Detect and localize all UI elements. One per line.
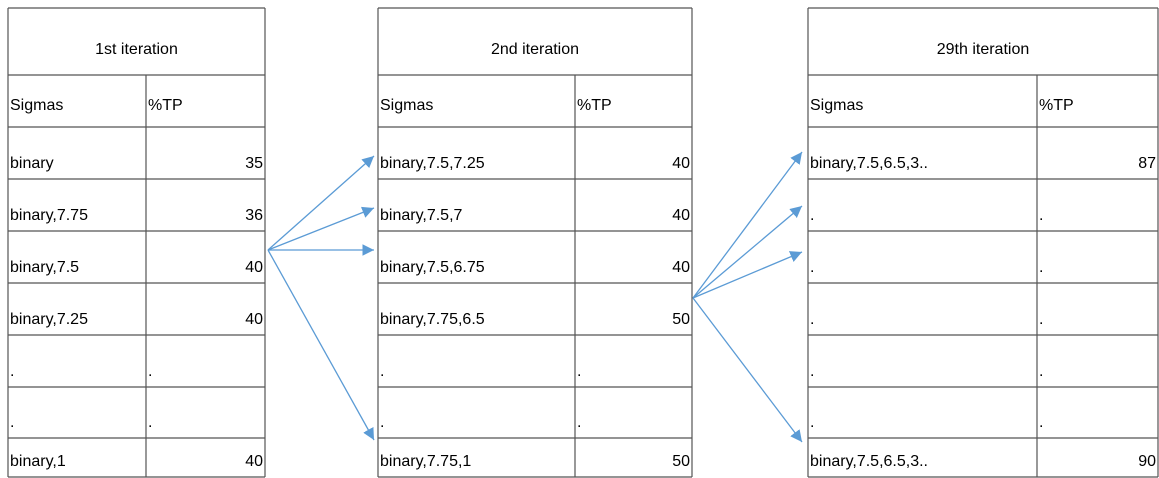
arrow (267, 206, 375, 251)
table-title: 1st iteration (95, 41, 178, 58)
cell-text: . (577, 414, 581, 431)
cell-text: binary,7.5,7 (380, 207, 463, 224)
cell-number: 50 (672, 311, 690, 328)
cell-text: . (1039, 414, 1043, 431)
cell-text: binary,7.75,6.5 (380, 311, 485, 328)
cell-text: . (810, 259, 814, 276)
arrow (692, 205, 803, 299)
column-header: %TP (577, 97, 612, 114)
cell-text: . (1039, 207, 1043, 224)
arrows (267, 151, 803, 443)
cell-text: . (380, 414, 384, 431)
cell-text: . (148, 363, 152, 380)
cell-text: . (1039, 311, 1043, 328)
cell-number: 36 (245, 207, 263, 224)
cell-text: . (810, 207, 814, 224)
cell-number: 40 (245, 259, 263, 276)
arrow (692, 297, 803, 443)
arrow (267, 249, 375, 441)
cell-number: 87 (1138, 155, 1156, 172)
cell-number: 40 (672, 207, 690, 224)
cell-number: 50 (672, 453, 690, 470)
cell-text: binary,7.5,6.5,3.. (810, 453, 928, 470)
cell-text: binary,7.5,6.75 (380, 259, 485, 276)
cell-text: binary,7.5 (10, 259, 79, 276)
column-header: Sigmas (10, 97, 63, 114)
column-header: %TP (1039, 97, 1074, 114)
cell-number: 35 (245, 155, 263, 172)
column-header: Sigmas (810, 97, 863, 114)
cell-number: 40 (245, 453, 263, 470)
cell-number: 90 (1138, 453, 1156, 470)
cell-text: . (810, 311, 814, 328)
column-header: %TP (148, 97, 183, 114)
cell-text: binary (10, 155, 54, 172)
arrow (692, 151, 803, 299)
cell-number: 40 (672, 259, 690, 276)
cell-text: binary,7.25 (10, 311, 88, 328)
cell-text: . (810, 414, 814, 431)
column-header: Sigmas (380, 97, 433, 114)
cell-text: binary,7.5,7.25 (380, 155, 485, 172)
table-title: 2nd iteration (491, 41, 579, 58)
arrow (267, 155, 375, 251)
cell-text: binary,7.5,6.5,3.. (810, 155, 928, 172)
cell-text: binary,7.75,1 (380, 453, 471, 470)
table-title: 29th iteration (937, 41, 1030, 58)
cell-text: . (1039, 259, 1043, 276)
cell-text: binary,1 (10, 453, 66, 470)
cell-text: . (810, 363, 814, 380)
cell-text: . (10, 363, 14, 380)
arrow (692, 251, 803, 299)
cell-text: . (380, 363, 384, 380)
cell-number: 40 (672, 155, 690, 172)
cell-text: . (10, 414, 14, 431)
cell-number: 40 (245, 311, 263, 328)
cell-text: . (148, 414, 152, 431)
cell-text: binary,7.75 (10, 207, 88, 224)
cell-text: . (577, 363, 581, 380)
cell-text: . (1039, 363, 1043, 380)
